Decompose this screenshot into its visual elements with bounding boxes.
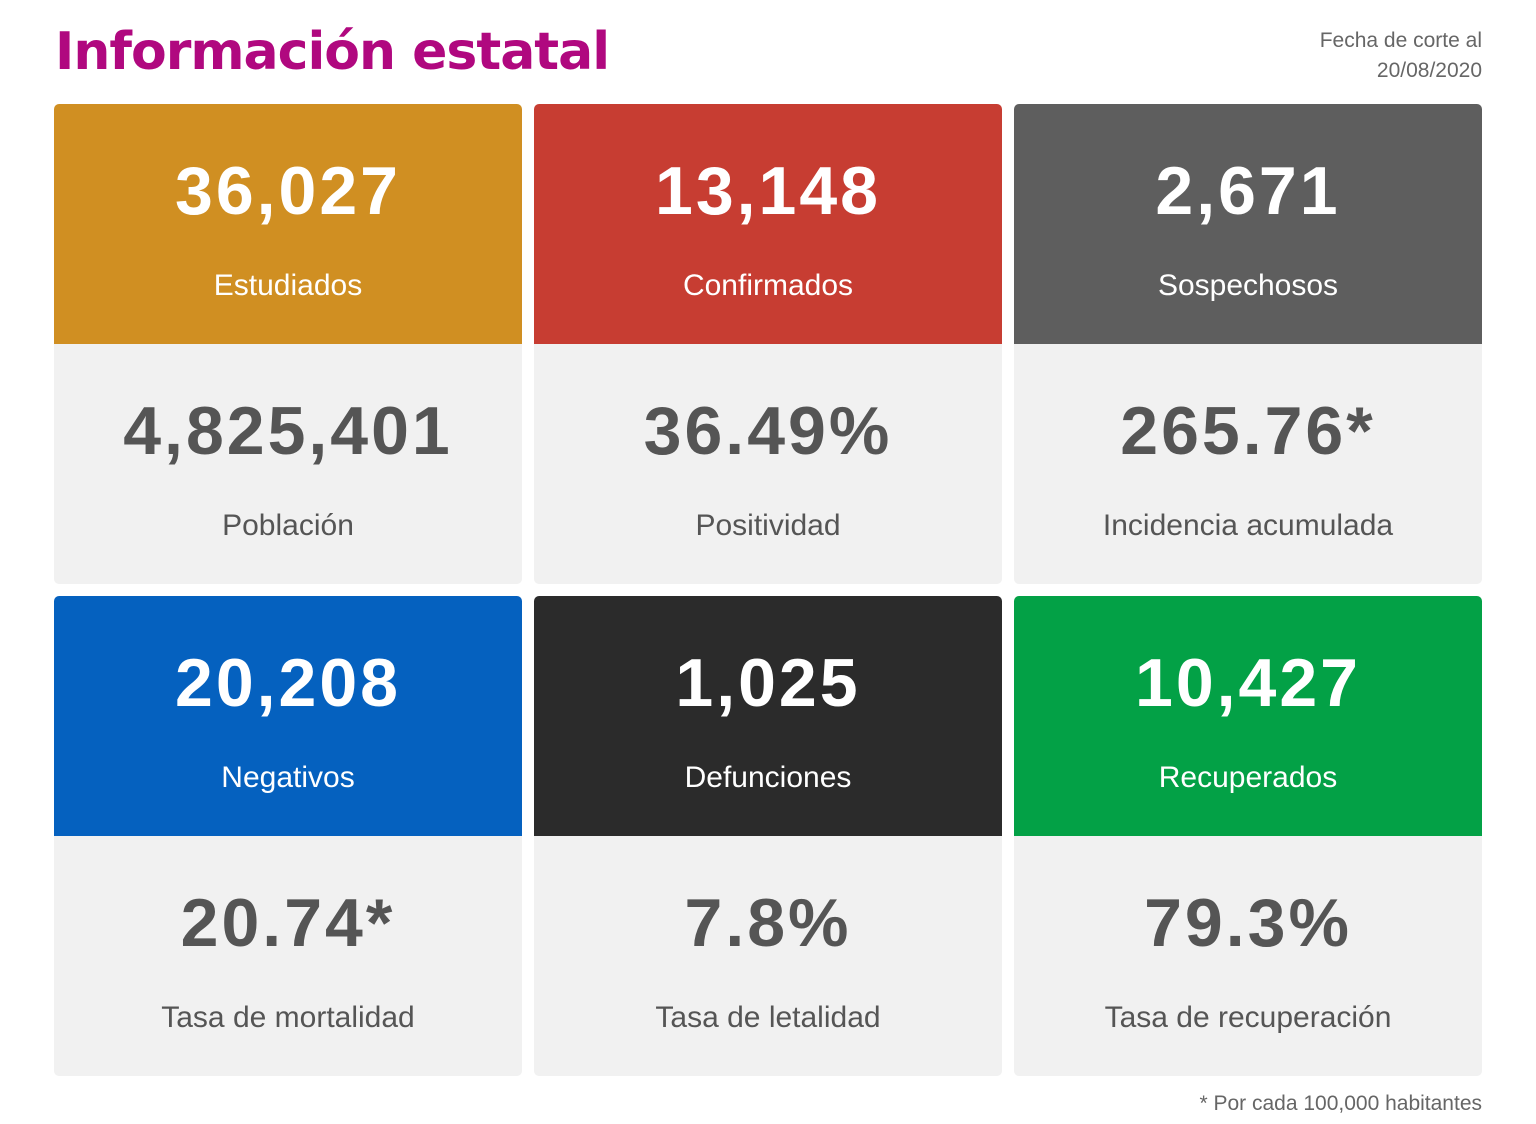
stat-card-sospechosos: 2,671 Sospechosos 265.76* Incidencia acu… (1014, 104, 1482, 584)
stat-secondary: 79.3% Tasa de recuperación (1014, 836, 1482, 1076)
stat-label: Población (222, 509, 354, 542)
stat-secondary: 265.76* Incidencia acumulada (1014, 344, 1482, 584)
stat-label: Tasa de letalidad (655, 1001, 881, 1034)
stat-label: Estudiados (213, 269, 363, 302)
stat-secondary: 4,825,401 Población (54, 344, 522, 584)
stat-label: Defunciones (684, 761, 852, 794)
stat-primary: 2,671 Sospechosos (1014, 104, 1482, 344)
stat-value: 7.8% (684, 885, 852, 961)
cutoff-date-label: Fecha de corte al (1319, 29, 1482, 52)
stat-value: 20.74* (180, 885, 396, 961)
stat-value: 36.49% (643, 393, 893, 469)
stat-secondary: 7.8% Tasa de letalidad (534, 836, 1002, 1076)
stat-label: Incidencia acumulada (1102, 509, 1394, 542)
stat-value: 4,825,401 (123, 393, 453, 469)
stat-card-negativos: 20,208 Negativos 20.74* Tasa de mortalid… (54, 596, 522, 1076)
footnote: * Por cada 100,000 habitantes (1199, 1092, 1482, 1115)
stat-value: 1,025 (675, 645, 861, 721)
stat-value: 265.76* (1120, 393, 1376, 469)
stat-value: 10,427 (1135, 645, 1361, 721)
stat-value: 36,027 (175, 153, 401, 229)
stat-card-defunciones: 1,025 Defunciones 7.8% Tasa de letalidad (534, 596, 1002, 1076)
stat-primary: 36,027 Estudiados (54, 104, 522, 344)
stat-primary: 10,427 Recuperados (1014, 596, 1482, 836)
stat-label: Sospechosos (1157, 269, 1339, 302)
stat-value: 79.3% (1144, 885, 1352, 961)
stat-secondary: 36.49% Positividad (534, 344, 1002, 584)
cutoff-date-value: 20/08/2020 (1376, 59, 1482, 82)
stat-primary: 20,208 Negativos (54, 596, 522, 836)
stat-label: Confirmados (682, 269, 854, 302)
stat-label: Tasa de recuperación (1104, 1001, 1392, 1034)
stat-label: Negativos (221, 761, 355, 794)
page-title: Información estatal (55, 22, 610, 82)
stat-primary: 1,025 Defunciones (534, 596, 1002, 836)
stat-label: Positividad (695, 509, 841, 542)
stat-card-estudiados: 36,027 Estudiados 4,825,401 Población (54, 104, 522, 584)
stat-card-recuperados: 10,427 Recuperados 79.3% Tasa de recuper… (1014, 596, 1482, 1076)
stat-primary: 13,148 Confirmados (534, 104, 1002, 344)
stat-value: 2,671 (1155, 153, 1341, 229)
stat-card-confirmados: 13,148 Confirmados 36.49% Positividad (534, 104, 1002, 584)
stat-value: 13,148 (655, 153, 881, 229)
stat-label: Tasa de mortalidad (161, 1001, 415, 1034)
stats-grid: 36,027 Estudiados 4,825,401 Población 13… (54, 104, 1482, 1076)
stat-secondary: 20.74* Tasa de mortalidad (54, 836, 522, 1076)
stat-label: Recuperados (1158, 761, 1338, 794)
stat-value: 20,208 (175, 645, 401, 721)
cutoff-date: Fecha de corte al 20/08/2020 (1320, 26, 1482, 86)
